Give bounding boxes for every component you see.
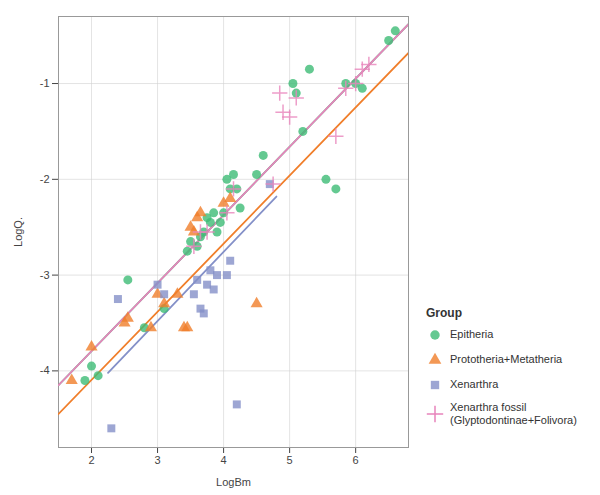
svg-text:LogQ.: LogQ.: [12, 217, 24, 247]
svg-text:-2: -2: [40, 173, 50, 185]
html-text:Epitheria: Epitheria: [450, 327, 494, 340]
svg-text:2: 2: [88, 454, 94, 466]
svg-text:-1: -1: [40, 77, 50, 89]
html-text:Xenarthra fossil (Glyptodontin: Xenarthra fossil (Glyptodontinae+Folivor…: [450, 400, 577, 427]
svg-text:4: 4: [221, 454, 227, 466]
html-text:Group: Group: [426, 305, 462, 320]
svg-text:3: 3: [154, 454, 160, 466]
svg-text:5: 5: [287, 454, 293, 466]
svg-text:-4: -4: [40, 364, 50, 376]
html-text:Prototheria+Metatheria: Prototheria+Metatheria: [450, 352, 563, 365]
svg-text:LogBm: LogBm: [216, 476, 251, 488]
svg-text:-3: -3: [40, 269, 50, 281]
html-text:Xenarthra: Xenarthra: [450, 377, 499, 390]
svg-text:6: 6: [353, 454, 359, 466]
